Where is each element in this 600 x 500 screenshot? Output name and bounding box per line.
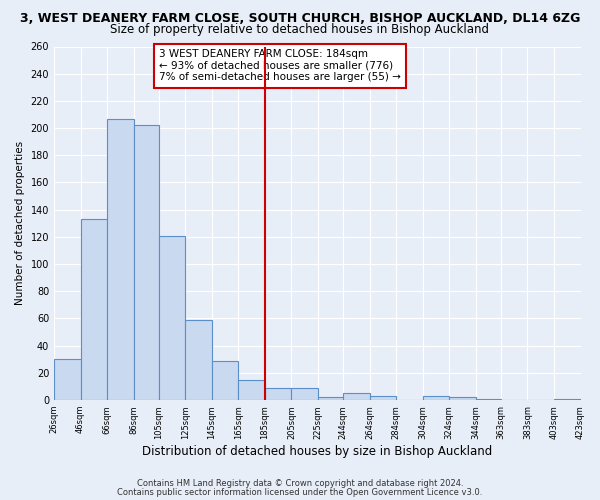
Bar [292, 388, 318, 400]
Text: Contains public sector information licensed under the Open Government Licence v3: Contains public sector information licen… [118, 488, 482, 497]
Bar [554, 398, 581, 400]
Bar [265, 388, 292, 400]
Bar [449, 398, 476, 400]
Text: Contains HM Land Registry data © Crown copyright and database right 2024.: Contains HM Land Registry data © Crown c… [137, 480, 463, 488]
Bar [343, 394, 370, 400]
Bar [80, 219, 107, 400]
Bar [422, 396, 449, 400]
Bar [134, 126, 159, 400]
Y-axis label: Number of detached properties: Number of detached properties [15, 141, 25, 306]
Bar [476, 398, 501, 400]
Bar [238, 380, 265, 400]
Bar [212, 360, 238, 400]
Bar [318, 398, 343, 400]
Bar [370, 396, 396, 400]
Bar [185, 320, 212, 400]
Bar [107, 118, 134, 400]
X-axis label: Distribution of detached houses by size in Bishop Auckland: Distribution of detached houses by size … [142, 444, 493, 458]
Text: 3, WEST DEANERY FARM CLOSE, SOUTH CHURCH, BISHOP AUCKLAND, DL14 6ZG: 3, WEST DEANERY FARM CLOSE, SOUTH CHURCH… [20, 12, 580, 26]
Bar [159, 236, 185, 400]
Bar [54, 360, 80, 400]
Text: 3 WEST DEANERY FARM CLOSE: 184sqm
← 93% of detached houses are smaller (776)
7% : 3 WEST DEANERY FARM CLOSE: 184sqm ← 93% … [159, 49, 401, 82]
Text: Size of property relative to detached houses in Bishop Auckland: Size of property relative to detached ho… [110, 22, 490, 36]
